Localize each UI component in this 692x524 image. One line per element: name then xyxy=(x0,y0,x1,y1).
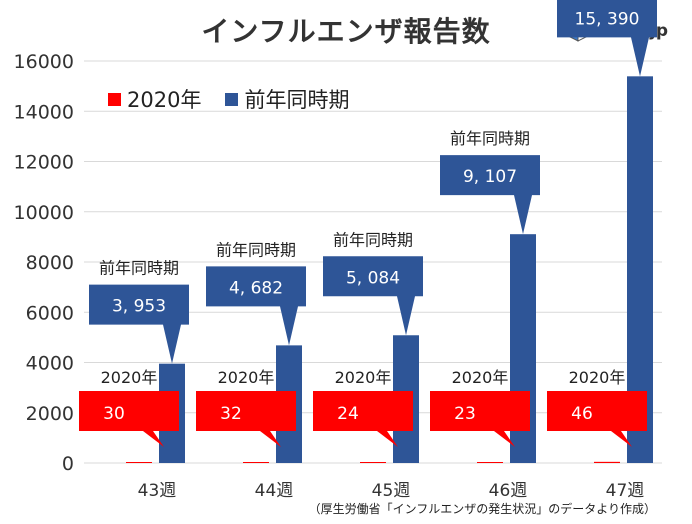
bar-2020-2 xyxy=(243,462,269,463)
data-label-prev-3: 5, 084 xyxy=(346,268,400,288)
callout-2020-box-4 xyxy=(430,391,530,447)
y-tick-label-4000: 4000 xyxy=(26,353,74,375)
y-tick-label-12000: 12000 xyxy=(14,152,74,174)
source-note: （厚生労働省「インフルエンザの発生状況」のデータより作成） xyxy=(308,502,656,516)
y-tick-label-8000: 8000 xyxy=(26,252,74,274)
callout-2020-title-5: 2020年 xyxy=(569,368,626,387)
y-tick-label-6000: 6000 xyxy=(26,302,74,324)
data-label-2020-1: 30 xyxy=(103,404,125,424)
bar-2020-5 xyxy=(594,461,620,463)
x-tick-label-4: 46週 xyxy=(489,481,528,501)
bar-2020-1 xyxy=(126,462,152,463)
callout-prev-title-2: 前年同時期 xyxy=(216,240,296,259)
x-tick-label-5: 47週 xyxy=(606,481,645,501)
data-label-prev-4: 9, 107 xyxy=(463,167,517,187)
callout-prev-title-3: 前年同時期 xyxy=(333,230,413,249)
callout-2020-box-1 xyxy=(79,391,179,447)
data-label-2020-5: 46 xyxy=(571,404,593,424)
callout-2020-box-2 xyxy=(196,391,296,447)
y-tick-label-0: 0 xyxy=(62,453,74,475)
legend-item-previous: 前年同時期 xyxy=(225,84,349,114)
callout-2020-box-5 xyxy=(547,391,647,447)
x-tick-label-2: 44週 xyxy=(255,481,294,501)
y-tick-label-10000: 10000 xyxy=(14,202,74,224)
data-label-2020-4: 23 xyxy=(454,404,476,424)
callout-2020-title-3: 2020年 xyxy=(335,368,392,387)
data-label-2020-3: 24 xyxy=(337,404,359,424)
legend-swatch-current xyxy=(108,92,121,106)
callout-2020-title-2: 2020年 xyxy=(218,368,275,387)
y-tick-label-14000: 14000 xyxy=(14,101,74,123)
legend-label-current: 2020年 xyxy=(127,88,202,112)
legend-item-current: 2020年 xyxy=(108,84,201,114)
callout-prev-box-3 xyxy=(323,256,423,336)
callout-prev-box-1 xyxy=(89,284,189,364)
chart-title: インフルエンザ報告数 xyxy=(201,15,491,48)
bar-2020-3 xyxy=(360,462,386,463)
legend: 2020年 前年同時期 xyxy=(108,84,363,114)
x-tick-label-1: 43週 xyxy=(138,481,177,501)
bar-2020-4 xyxy=(477,462,503,463)
data-label-2020-2: 32 xyxy=(220,404,242,424)
callout-prev-box-4 xyxy=(440,155,540,235)
legend-swatch-previous xyxy=(225,92,239,106)
data-label-prev-5: 15, 390 xyxy=(575,9,640,29)
callout-prev-title-1: 前年同時期 xyxy=(99,259,179,278)
callout-prev-box-2 xyxy=(206,266,306,346)
x-tick-label-3: 45週 xyxy=(372,481,411,501)
legend-label-previous: 前年同時期 xyxy=(244,88,350,112)
data-label-prev-1: 3, 953 xyxy=(112,297,166,317)
callout-2020-title-1: 2020年 xyxy=(101,368,158,387)
callout-2020-box-3 xyxy=(313,391,413,447)
callout-2020-title-4: 2020年 xyxy=(452,368,509,387)
y-tick-label-2000: 2000 xyxy=(26,403,74,425)
callout-prev-box-5 xyxy=(557,0,657,77)
data-label-prev-2: 4, 682 xyxy=(229,278,283,298)
callout-prev-title-4: 前年同時期 xyxy=(450,129,530,148)
y-tick-label-16000: 16000 xyxy=(14,51,74,73)
